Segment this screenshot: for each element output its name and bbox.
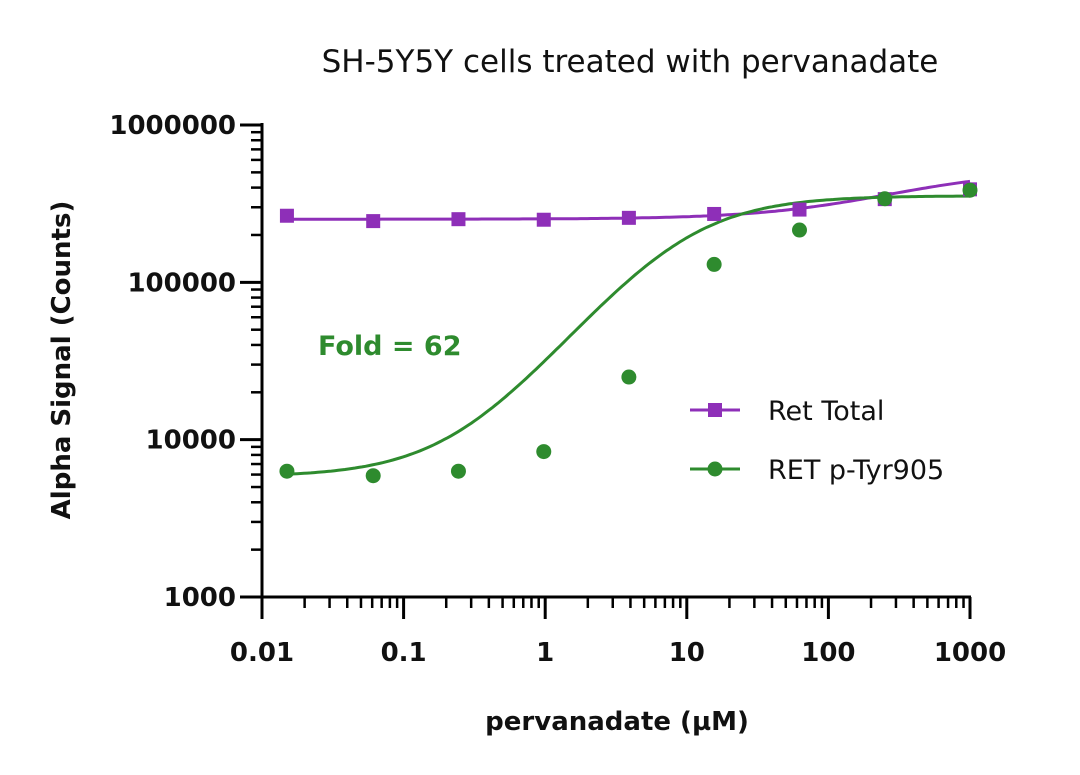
legend-label: RET p-Tyr905 bbox=[768, 455, 944, 486]
data-point-circle bbox=[706, 256, 722, 272]
data-point-square bbox=[792, 202, 807, 217]
legend-label: Ret Total bbox=[768, 396, 884, 427]
y-tick-label: 1000 bbox=[164, 583, 236, 613]
data-points bbox=[279, 182, 978, 484]
data-point-circle bbox=[962, 182, 978, 198]
data-point-square bbox=[366, 214, 381, 229]
y-axis-label: Alpha Signal (Counts) bbox=[47, 201, 77, 520]
data-point-circle bbox=[536, 444, 552, 460]
y-tick-label: 1000000 bbox=[109, 111, 236, 141]
data-point-circle bbox=[450, 463, 466, 479]
data-point-circle bbox=[621, 369, 637, 385]
data-point-circle bbox=[791, 222, 807, 238]
fit-curves bbox=[286, 179, 971, 476]
x-tick-label: 10 bbox=[669, 638, 705, 668]
data-point-circle bbox=[279, 463, 295, 479]
data-point-square bbox=[451, 212, 466, 227]
x-tick-label: 1000 bbox=[934, 638, 1006, 668]
data-point-square bbox=[536, 212, 551, 227]
data-point-circle bbox=[365, 468, 381, 484]
legend-swatch-square bbox=[708, 403, 722, 417]
y-tick-label: 100000 bbox=[127, 268, 236, 298]
data-point-square bbox=[279, 208, 294, 223]
legend-swatch-circle bbox=[707, 461, 723, 477]
fit-curve bbox=[286, 194, 970, 476]
y-tick-label: 10000 bbox=[146, 426, 236, 456]
x-tick-label: 100 bbox=[801, 638, 855, 668]
x-tick-label: 0.1 bbox=[381, 638, 427, 668]
axes: 1000 10000 100000 1000000 0.01 0.1 1 10 100 1000 bbox=[109, 111, 1006, 668]
fold-annotation: Fold = 62 bbox=[318, 331, 461, 362]
x-axis-label: pervanadate (µM) bbox=[485, 707, 749, 737]
x-tick-label: 0.01 bbox=[230, 638, 294, 668]
legend: Ret Total RET p-Tyr905 bbox=[690, 396, 944, 486]
x-tick-label: 1 bbox=[536, 638, 554, 668]
chart-title: SH-5Y5Y cells treated with pervanadate bbox=[322, 44, 939, 80]
data-point-square bbox=[707, 206, 722, 221]
data-point-circle bbox=[877, 191, 893, 207]
data-point-square bbox=[621, 210, 636, 225]
